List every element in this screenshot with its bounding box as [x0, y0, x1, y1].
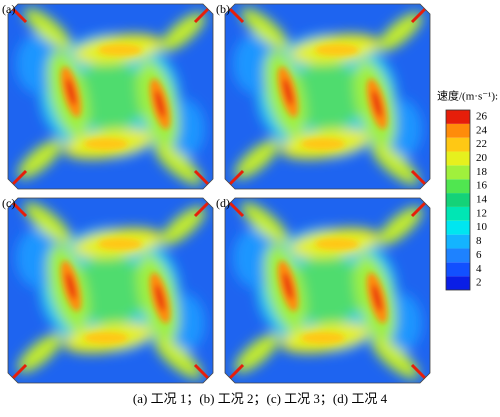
colorbar-tick-label: 12: [476, 207, 487, 219]
colorbar-tick-label: 22: [476, 138, 487, 150]
colorbar-tick-label: 24: [476, 124, 488, 136]
colorbar-segment: [446, 165, 470, 180]
contour-plot: [8, 2, 213, 191]
caption: (a) 工况 1；(b) 工况 2；(c) 工况 3；(d) 工况 4: [133, 391, 388, 407]
colorbar-segment: [446, 123, 470, 138]
contour-plot: [225, 2, 430, 191]
colorbar-segment: [446, 220, 470, 235]
colorbar-tick-label: 18: [476, 166, 488, 178]
colorbar-title: 速度/(m·s⁻¹):: [437, 89, 498, 103]
contour-plot: [225, 196, 430, 385]
colorbar-tick-label: 10: [476, 221, 488, 233]
colorbar-segment: [446, 234, 470, 249]
colorbar-tick-label: 14: [476, 194, 488, 206]
colorbar-segment: [446, 248, 470, 263]
colorbar-tick-label: 16: [476, 180, 488, 192]
panel-label: (b): [216, 2, 230, 16]
panel-label: (c): [2, 196, 15, 210]
colorbar-tick-label: 6: [476, 249, 482, 261]
panel-label: (a): [2, 2, 15, 16]
colorbar-segment: [446, 276, 470, 290]
colorbar-segment: [446, 206, 470, 221]
colorbar-tick-label: 26: [476, 110, 488, 122]
colorbar-segment: [446, 193, 470, 207]
contour-plot: [8, 196, 213, 385]
colorbar-tick-label: 2: [476, 277, 482, 289]
colorbar-tick-label: 8: [476, 235, 482, 247]
colorbar-segment: [446, 110, 470, 124]
colorbar-segment: [446, 151, 470, 166]
colorbar-tick-label: 4: [476, 263, 482, 275]
panel-label: (d): [216, 196, 230, 210]
colorbar-tick-label: 20: [476, 152, 488, 164]
colorbar-segment: [446, 179, 470, 194]
colorbar-frame: [445, 109, 471, 291]
colorbar-segment: [446, 262, 470, 277]
colorbar-segment: [446, 137, 470, 152]
